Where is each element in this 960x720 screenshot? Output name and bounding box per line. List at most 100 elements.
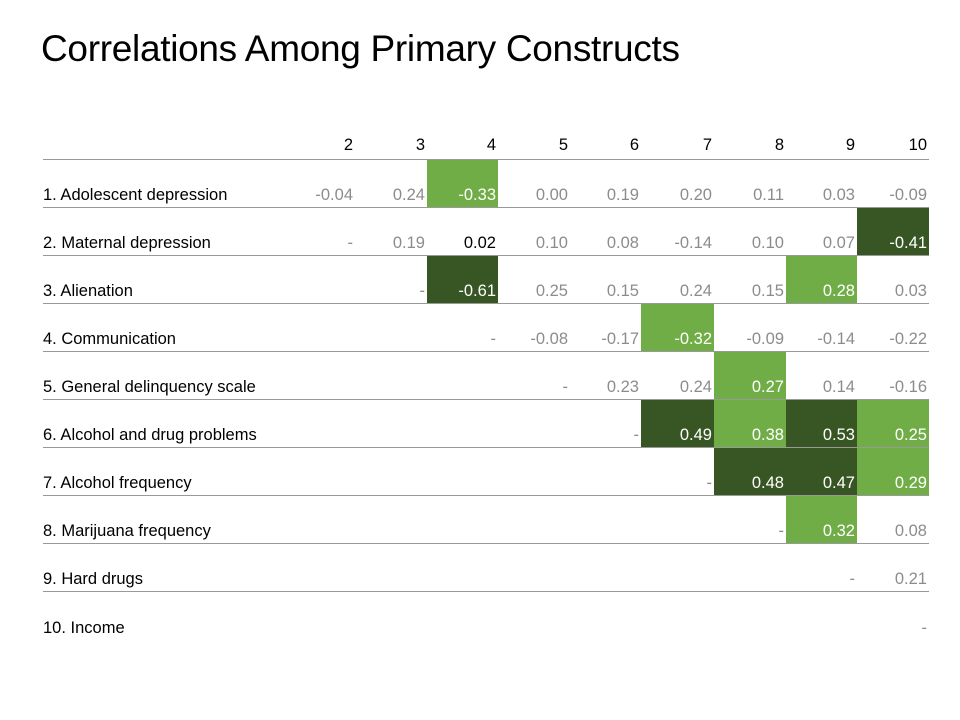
correlation-cell: - [641, 447, 714, 496]
column-header: 8 [714, 130, 786, 160]
correlation-cell [427, 495, 498, 544]
highlighted-correlation-cell: 0.27 [714, 351, 786, 400]
correlation-cell: - [355, 255, 427, 304]
table-row: 6. Alcohol and drug problems -0.49 0.38 0.5… [43, 399, 929, 448]
correlation-cell: - [570, 399, 641, 448]
column-header: 6 [570, 130, 641, 160]
correlation-cell: 0.19 [355, 207, 427, 256]
correlation-cell: 0.15 [714, 255, 786, 304]
row-label: 7. Alcohol frequency [43, 447, 286, 496]
table-row: 8. Marijuana frequency -0.32 0.08 [43, 495, 929, 544]
correlation-cell: -0.09 [714, 303, 786, 352]
highlighted-correlation-cell: 0.49 [641, 399, 714, 448]
correlation-cell: 0.03 [857, 255, 929, 304]
correlation-cell [286, 591, 355, 639]
correlation-cell [286, 255, 355, 304]
correlation-cell: 0.10 [498, 207, 570, 256]
highlighted-correlation-cell: 0.47 [786, 447, 857, 496]
highlighted-correlation-cell: 0.48 [714, 447, 786, 496]
correlation-cell [570, 543, 641, 592]
correlation-cell [355, 399, 427, 448]
highlighted-correlation-cell: 0.29 [857, 447, 929, 496]
correlation-cell [355, 351, 427, 400]
correlation-table: 2 3 4 5 6 7 8 9 10 1. Adolescent depression -0.04… [43, 130, 929, 639]
correlation-cell: -0.16 [857, 351, 929, 400]
correlation-cell [498, 543, 570, 592]
correlation-cell: 0.21 [857, 543, 929, 592]
correlation-cell [786, 591, 857, 639]
correlation-cell: 0.08 [857, 495, 929, 544]
correlation-cell: -0.14 [786, 303, 857, 352]
correlation-cell [570, 591, 641, 639]
correlation-cell: - [427, 303, 498, 352]
table-row: 7. Alcohol frequency -0.48 0.47 0.29 [43, 447, 929, 496]
correlation-cell: - [286, 207, 355, 256]
correlation-cell: 0.14 [786, 351, 857, 400]
column-header: 3 [355, 130, 427, 160]
correlation-cell [641, 495, 714, 544]
correlation-cell: 0.25 [498, 255, 570, 304]
highlighted-correlation-cell: 0.32 [786, 495, 857, 544]
correlation-cell [286, 303, 355, 352]
table-body: 1. Adolescent depression -0.04 0.24 -0.33 0.… [43, 159, 929, 639]
correlation-cell [427, 447, 498, 496]
correlation-cell [498, 399, 570, 448]
correlation-cell [355, 303, 427, 352]
highlighted-correlation-cell: 0.53 [786, 399, 857, 448]
correlation-cell [570, 447, 641, 496]
row-label: 1. Adolescent depression [43, 159, 286, 208]
row-label: 6. Alcohol and drug problems [43, 399, 286, 448]
correlation-cell: 0.02 [427, 207, 498, 256]
correlation-cell [286, 399, 355, 448]
correlation-cell [286, 495, 355, 544]
correlation-cell: - [714, 495, 786, 544]
highlighted-correlation-cell: -0.41 [857, 207, 929, 256]
correlation-cell [427, 543, 498, 592]
correlation-cell: -0.09 [857, 159, 929, 208]
table-row: 5. General delinquency scale -0.23 0.24 0.2… [43, 351, 929, 400]
correlation-cell [570, 495, 641, 544]
correlation-cell: 0.11 [714, 159, 786, 208]
highlighted-correlation-cell: 0.25 [857, 399, 929, 448]
correlation-cell [355, 495, 427, 544]
correlation-cell: 0.24 [641, 255, 714, 304]
correlation-cell: 0.03 [786, 159, 857, 208]
correlation-cell: 0.07 [786, 207, 857, 256]
row-label: 4. Communication [43, 303, 286, 352]
correlation-cell [427, 399, 498, 448]
table-row: 9. Hard drugs -0.21 [43, 543, 929, 592]
row-label: 8. Marijuana frequency [43, 495, 286, 544]
correlation-cell [714, 591, 786, 639]
table-row: 4. Communication - -0.08 -0.17 -0.32 -0.09 -0.… [43, 303, 929, 352]
correlation-cell: 0.23 [570, 351, 641, 400]
correlation-cell: -0.22 [857, 303, 929, 352]
correlation-cell: 0.08 [570, 207, 641, 256]
correlation-cell: -0.08 [498, 303, 570, 352]
correlation-cell: -0.04 [286, 159, 355, 208]
row-label: 5. General delinquency scale [43, 351, 286, 400]
correlation-cell [498, 495, 570, 544]
column-header: 7 [641, 130, 714, 160]
correlation-cell [641, 543, 714, 592]
correlation-cell: 0.10 [714, 207, 786, 256]
correlation-cell [641, 591, 714, 639]
correlation-cell: - [786, 543, 857, 592]
highlighted-correlation-cell: 0.28 [786, 255, 857, 304]
correlation-cell: 0.15 [570, 255, 641, 304]
row-label: 10. Income [43, 618, 125, 637]
column-header: 4 [427, 130, 498, 160]
row-label: 2. Maternal depression [43, 207, 286, 256]
column-header: 2 [286, 130, 355, 160]
correlation-cell: - [921, 618, 928, 637]
row-label: 3. Alienation [43, 255, 286, 304]
slide-title: Correlations Among Primary Constructs [41, 28, 680, 69]
correlation-cell: 0.00 [498, 159, 570, 208]
highlighted-correlation-cell: -0.33 [427, 159, 498, 208]
correlation-cell [286, 447, 355, 496]
correlation-cell: 0.24 [641, 351, 714, 400]
corner-cell [43, 130, 286, 160]
table-row: 10. Income - [43, 591, 929, 639]
correlation-cell [427, 591, 498, 639]
highlighted-correlation-cell: 0.38 [714, 399, 786, 448]
correlation-cell [286, 543, 355, 592]
